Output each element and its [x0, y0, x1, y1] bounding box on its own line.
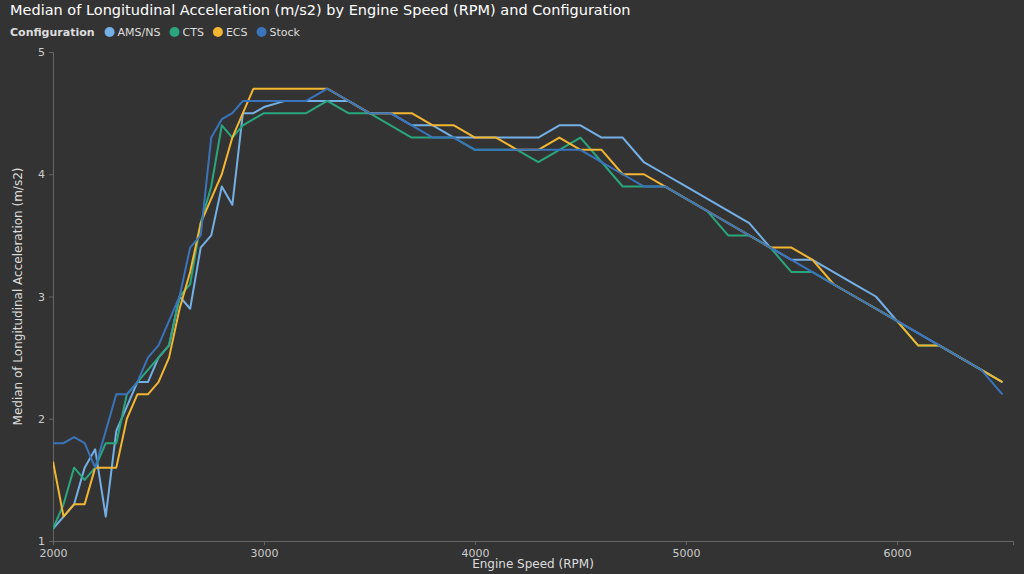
legend-swatch — [170, 27, 180, 37]
y-tick-mark — [49, 541, 53, 542]
legend-label: ECS — [226, 26, 248, 39]
y-axis-line — [49, 53, 54, 542]
y-tick: 1 — [38, 535, 53, 548]
series-line — [53, 89, 1002, 468]
series-line — [53, 101, 1002, 529]
x-axis-line — [54, 542, 1014, 546]
chart: Median of Longitudinal Acceleration (m/s… — [0, 0, 1024, 574]
legend-swatch — [105, 27, 115, 37]
series-line — [53, 101, 1002, 529]
x-tick: 5000 — [672, 541, 700, 560]
x-tick-label: 2000 — [40, 547, 68, 560]
y-tick: 2 — [38, 413, 53, 426]
y-tick-label: 2 — [38, 413, 45, 426]
x-tick: 3000 — [250, 541, 278, 560]
y-tick-mark — [49, 297, 53, 298]
series-line — [53, 89, 1002, 517]
legend-swatch — [213, 27, 223, 37]
y-tick-label: 1 — [38, 535, 45, 548]
x-tick-label: 3000 — [250, 547, 278, 560]
y-tick-label: 4 — [38, 168, 45, 181]
x-tick-mark — [475, 541, 476, 545]
x-tick-label: 6000 — [883, 547, 911, 560]
legend-swatch — [257, 27, 267, 37]
y-tick: 5 — [38, 46, 53, 59]
y-tick: 3 — [38, 291, 53, 304]
x-tick-mark — [264, 541, 265, 545]
background — [0, 0, 1024, 574]
y-tick-mark — [49, 174, 53, 175]
y-axis: 1 2 3 4 5 — [38, 46, 54, 548]
y-tick-label: 3 — [38, 291, 45, 304]
legend-label: Stock — [270, 26, 301, 39]
legend: Configuration AMS/NS CTS ECS Stock — [10, 26, 301, 39]
plot-area — [53, 89, 1002, 529]
title: Median of Longitudinal Acceleration (m/s… — [10, 2, 631, 18]
y-tick-mark — [49, 52, 53, 53]
x-tick: 6000 — [883, 541, 911, 560]
y-tick: 4 — [38, 168, 53, 181]
y-axis-title: Median of Longitudinal Acceleration (m/s… — [11, 168, 25, 426]
y-tick-mark — [49, 419, 53, 420]
x-tick-mark — [686, 541, 687, 545]
legend-label: CTS — [183, 26, 204, 39]
y-tick-label: 5 — [38, 46, 45, 59]
x-tick-mark — [897, 541, 898, 545]
x-axis-title: Engine Speed (RPM) — [472, 557, 594, 571]
legend-title: Configuration — [10, 26, 95, 39]
x-tick-label: 5000 — [672, 547, 700, 560]
legend-label: AMS/NS — [118, 26, 161, 39]
